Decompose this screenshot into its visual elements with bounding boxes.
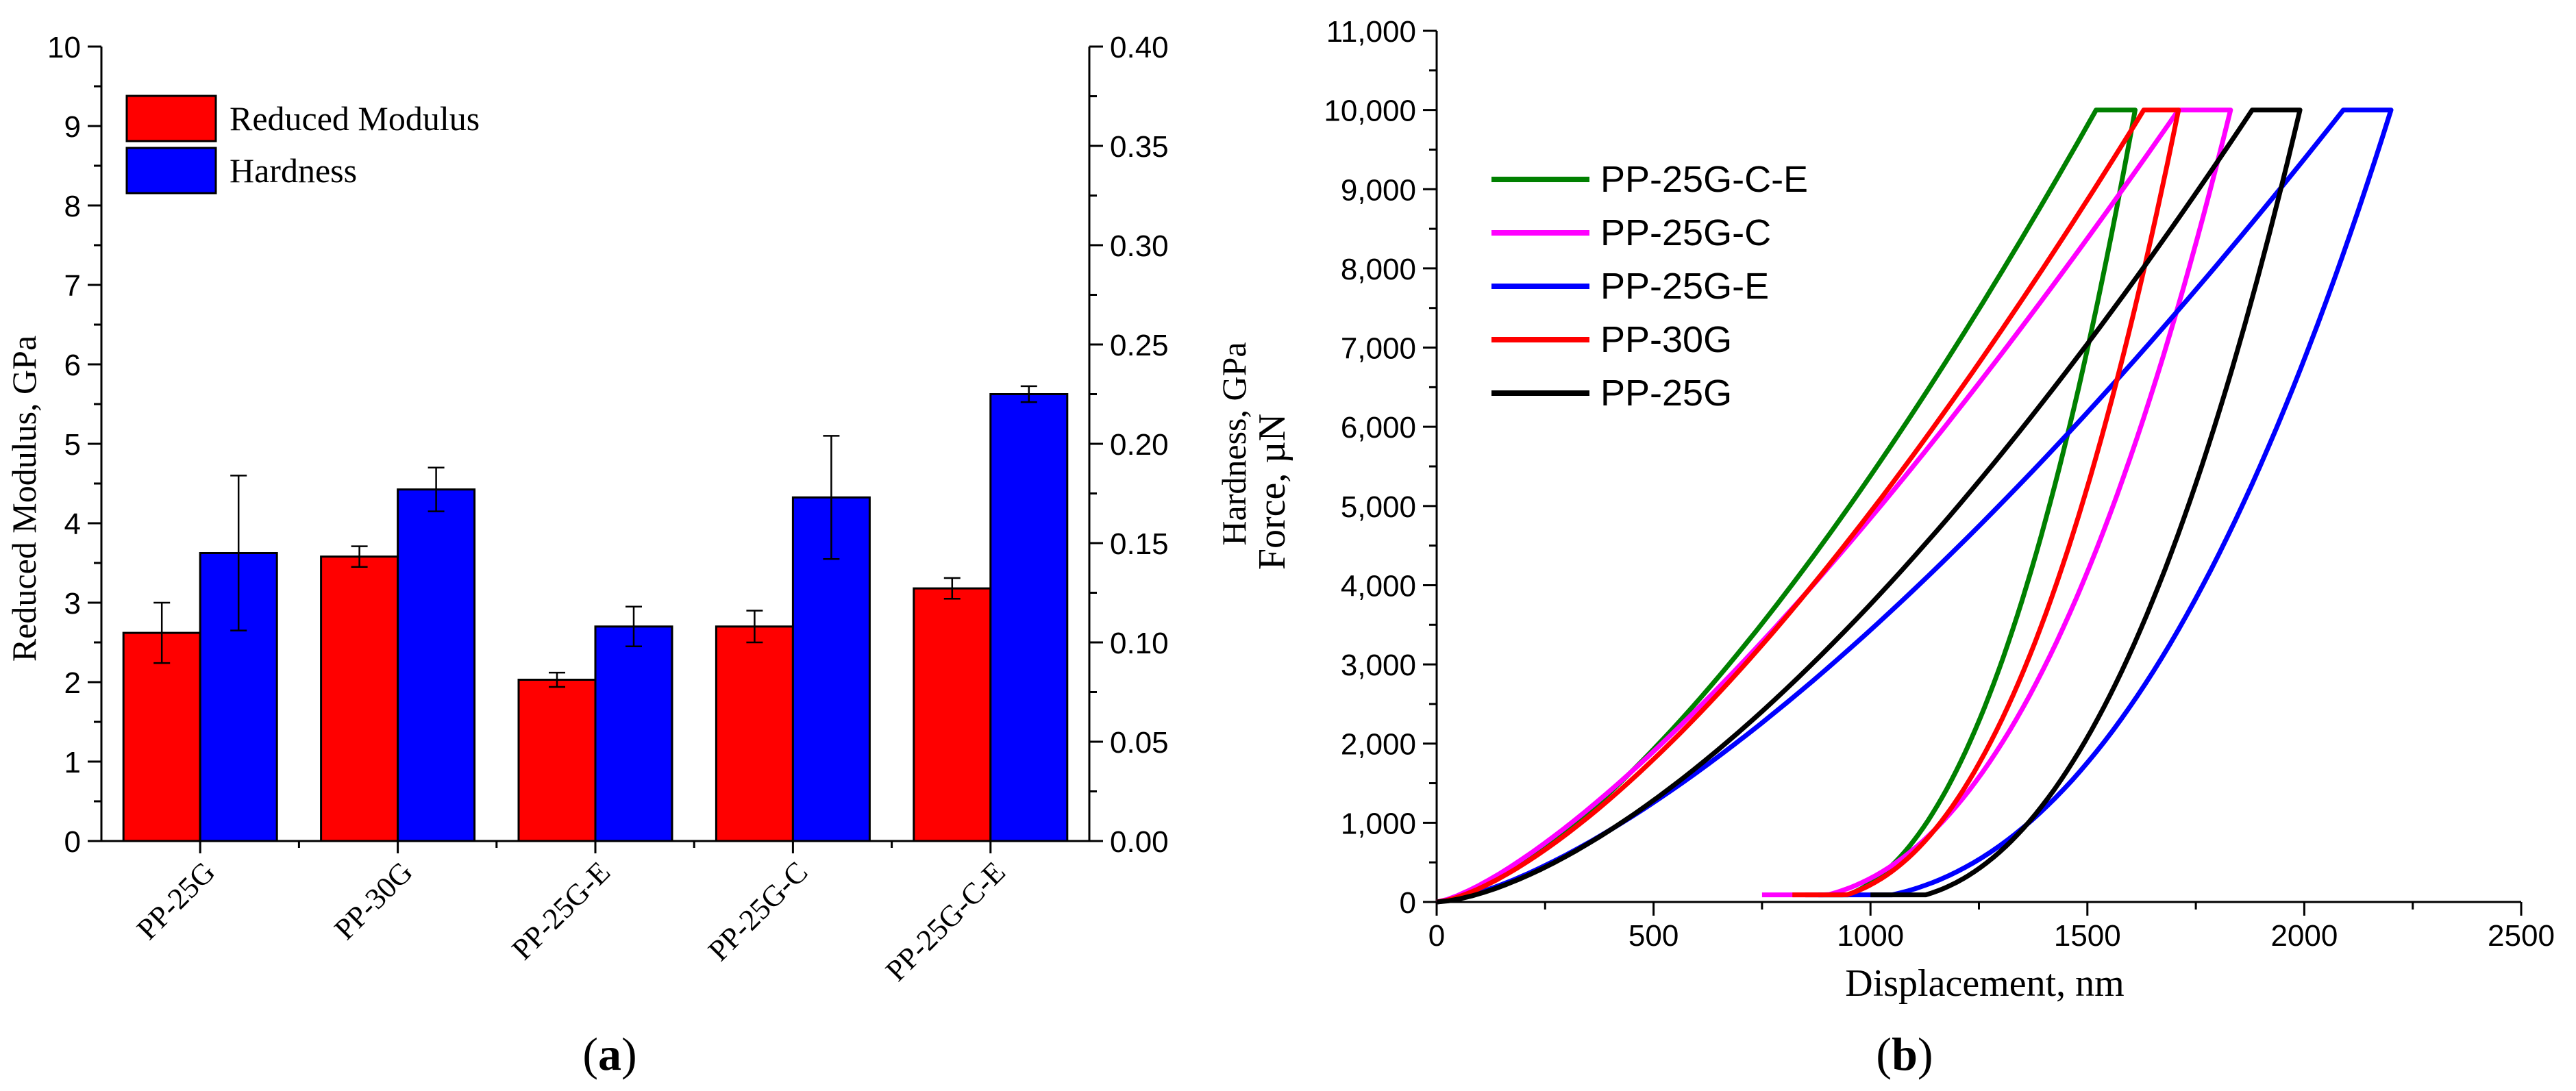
- panel-a-y2label: Hardness, GPa: [1215, 342, 1253, 545]
- panel-a-y2tick-label: 0.00: [1110, 825, 1169, 859]
- panel-b-xtick-label: 500: [1628, 919, 1679, 953]
- panel-a-ytick-label: 6: [64, 349, 81, 382]
- panel-a-ytick-label: 7: [64, 269, 81, 303]
- panel-a-ytick-label: 4: [64, 507, 81, 541]
- curve-pp-25g-c-e: [1436, 108, 2138, 905]
- panel-a-ytick-label: 10: [47, 31, 81, 64]
- panel-a-ytick-label: 3: [64, 587, 81, 620]
- panel-a-legend-label: Reduced Modulus: [230, 99, 480, 138]
- panel-a-legend-swatch: [125, 147, 217, 195]
- panel-b-legend-label: PP-25G: [1600, 373, 1732, 414]
- panel-b-legend-label: PP-25G-C-E: [1600, 159, 1808, 200]
- panel-a-y2tick-label: 0.35: [1110, 130, 1169, 164]
- panel-a-y2tick-label: 0.25: [1110, 329, 1169, 362]
- modulus-bar: [320, 555, 399, 842]
- hardness-bar: [397, 488, 476, 842]
- panel-a-label-open: (: [582, 1028, 598, 1080]
- panel-b-ytick-label: 2,000: [1341, 728, 1416, 762]
- panel-a-y2tick-label: 0.10: [1110, 627, 1169, 660]
- panel-b-ytick-label: 7,000: [1341, 332, 1416, 366]
- panel-b-xtick-label: 0: [1428, 919, 1445, 953]
- panel-b-ytick-label: 6,000: [1341, 411, 1416, 444]
- panel-a-ytick-label: 1: [64, 746, 81, 779]
- panel-b-label-open: (: [1876, 1028, 1892, 1080]
- modulus-bar: [913, 587, 992, 842]
- panel-a-y2tick-label: 0.05: [1110, 726, 1169, 760]
- panel-a-label-letter: a: [598, 1028, 621, 1080]
- panel-b-legend-label: PP-30G: [1600, 319, 1732, 360]
- panel-b-ytick-label: 0: [1400, 886, 1416, 920]
- panel-a-bar-chart: Reduced Modulus, GPa Hardness, GPa (a) 0…: [5, 31, 1253, 1080]
- panel-a-label-close: ): [621, 1028, 637, 1080]
- panel-a-category-label: PP-25G: [130, 855, 221, 946]
- panel-a-ytick-label: 9: [64, 110, 81, 144]
- panel-b-ytick-label: 3,000: [1341, 649, 1416, 682]
- panel-b-legend-label: PP-25G-E: [1600, 266, 1769, 307]
- panel-b-xtick-label: 1000: [1837, 919, 1904, 953]
- panel-a-ylabel: Reduced Modulus, GPa: [5, 336, 43, 662]
- panel-b-legend-label: PP-25G-C: [1600, 212, 1771, 253]
- panel-a-category-label: PP-25G-E: [506, 855, 617, 966]
- panel-a-ytick-label: 0: [64, 825, 81, 859]
- panel-b-xtick-label: 2000: [2270, 919, 2338, 953]
- modulus-bar: [715, 625, 794, 842]
- panel-a-legend-label: Hardness: [230, 151, 357, 190]
- panel-b-ytick-label: 10,000: [1324, 95, 1416, 128]
- modulus-bar: [517, 679, 597, 842]
- panel-b-ylabel: Force, µN: [1251, 414, 1293, 570]
- panel-b-xtick-label: 2500: [2488, 919, 2555, 953]
- panel-a-y2tick-label: 0.20: [1110, 428, 1169, 462]
- panel-b-label-close: ): [1918, 1028, 1933, 1080]
- panel-a-ytick-label: 5: [64, 428, 81, 462]
- panel-a-y2tick-label: 0.30: [1110, 229, 1169, 263]
- panel-a-ytick-label: 8: [64, 190, 81, 223]
- panel-b-xlabel: Displacement, nm: [1845, 962, 2124, 1005]
- panel-b-ytick-label: 11,000: [1326, 15, 1416, 49]
- curve-pp-25g: [1436, 108, 2303, 905]
- panel-b-ytick-label: 5,000: [1341, 490, 1416, 524]
- panel-b-label-letter: b: [1892, 1028, 1918, 1080]
- panel-a-y2tick-label: 0.40: [1110, 31, 1169, 64]
- curve-pp-25g-e: [1436, 108, 2394, 905]
- panel-b-ytick-label: 9,000: [1341, 173, 1416, 207]
- hardness-bar: [594, 625, 673, 842]
- panel-a-legend-swatch: [125, 95, 217, 142]
- panel-b-ytick-label: 4,000: [1341, 569, 1416, 603]
- panel-a-ytick-label: 2: [64, 666, 81, 700]
- panel-a-category-label: PP-25G-C: [702, 855, 814, 967]
- panel-b-xtick-label: 1500: [2054, 919, 2121, 953]
- panel-b-ytick-label: 1,000: [1341, 807, 1416, 840]
- panel-a-y2tick-label: 0.15: [1110, 527, 1169, 561]
- panel-b-label: (b): [1876, 1028, 1933, 1080]
- hardness-bar: [989, 393, 1069, 842]
- panel-b-ytick-label: 8,000: [1341, 253, 1416, 286]
- panel-a-label: (a): [582, 1028, 636, 1080]
- panel-a-category-label: PP-25G-C-E: [879, 855, 1012, 988]
- modulus-bar: [122, 631, 201, 842]
- curve-pp-30g: [1436, 108, 2181, 905]
- panel-b-line-chart: Displacement, nm Force, µN (b) 0 1,000 2,0…: [1251, 15, 2555, 1080]
- panel-a-category-label: PP-30G: [327, 855, 419, 946]
